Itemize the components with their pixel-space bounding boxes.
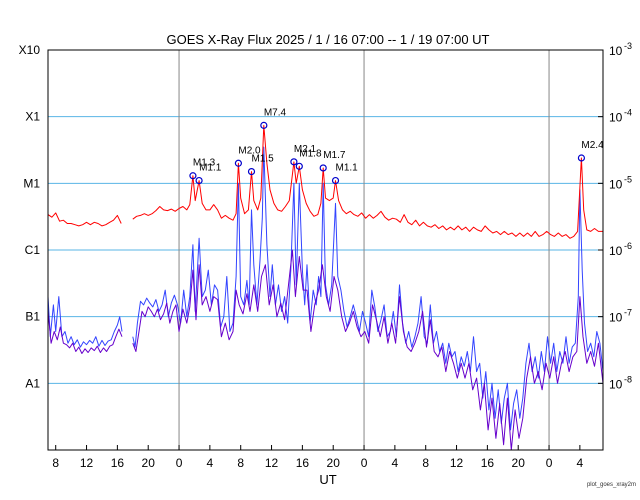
chart-title: GOES X-Ray Flux 2025 / 1 / 16 07:00 -- 1… [167, 32, 490, 47]
right-tick-label: 10 [609, 377, 623, 391]
x-tick-label: 20 [327, 456, 341, 470]
x-axis-ticks: 8 12 16 20 0 4 8 12 16 20 0 4 8 12 16 20 0 4 [52, 445, 584, 470]
class-label: X1 [25, 110, 40, 124]
credit-label: plot_goes_xray2m [587, 482, 636, 488]
right-tick-exponent: -8 [624, 374, 632, 384]
flare-label: M1.1 [336, 163, 359, 174]
flare-marker [290, 158, 298, 166]
x-tick-label: 8 [422, 456, 429, 470]
x-tick-label: 16 [111, 456, 125, 470]
flare-marker [260, 121, 268, 129]
flare-marker [189, 172, 197, 180]
series-short-corrected-line [48, 249, 603, 450]
right-axis-labels: 10-310-410-510-610-710-8 [598, 41, 632, 391]
x-tick-label: 0 [546, 456, 553, 470]
right-tick-exponent: -3 [624, 41, 632, 51]
right-tick-exponent: -7 [624, 308, 632, 318]
right-tick-exponent: -4 [624, 108, 632, 118]
x-tick-label: 12 [80, 456, 94, 470]
flare-label: M2.0 [238, 145, 261, 156]
x-tick-label: 0 [176, 456, 183, 470]
x-tick-label: 12 [265, 456, 279, 470]
x-axis-label: UT [319, 472, 336, 487]
x-tick-label: 16 [296, 456, 310, 470]
class-label: A1 [25, 376, 40, 390]
flare-markers: M1.3M1.1M2.0M1.5M7.4M2.1M1.8 M1.7M1.1M2.4 [189, 107, 604, 185]
class-label: X10 [19, 43, 41, 57]
flare-marker [319, 164, 327, 172]
x-tick-label: 0 [361, 456, 368, 470]
x-tick-label: 20 [142, 456, 156, 470]
flare-label: M1.3 [193, 158, 216, 169]
flare-marker [295, 162, 303, 170]
x-tick-label: 12 [450, 456, 464, 470]
series-short-line [48, 146, 603, 431]
flare-marker [234, 159, 242, 167]
flare-label: M1.5 [252, 154, 275, 165]
series-layer [48, 124, 603, 450]
class-labels: X10 X1 M1 C1 B1 A1 [19, 43, 41, 390]
flare-marker [195, 176, 203, 185]
right-tick-label: 10 [609, 177, 623, 191]
flare-label: M2.4 [581, 140, 604, 151]
flare-marker [331, 176, 340, 185]
x-tick-label: 16 [481, 456, 495, 470]
right-tick-exponent: -5 [624, 174, 632, 184]
right-tick-label: 10 [609, 44, 623, 58]
right-tick-label: 10 [609, 244, 623, 258]
class-label: C1 [25, 243, 41, 257]
flare-label: M2.1 [294, 144, 317, 155]
right-tick-label: 10 [609, 111, 623, 125]
x-tick-label: 4 [207, 456, 214, 470]
class-label: B1 [25, 310, 40, 324]
grid [48, 50, 603, 450]
x-tick-label: 4 [577, 456, 584, 470]
right-tick-label: 10 [609, 311, 623, 325]
flare-label: M1.7 [323, 150, 346, 161]
series-long-line [48, 124, 603, 239]
right-tick-exponent: -6 [624, 241, 632, 251]
flare-label: M7.4 [264, 107, 287, 118]
x-tick-label: 4 [392, 456, 399, 470]
x-tick-label: 8 [237, 456, 244, 470]
x-tick-label: 20 [512, 456, 526, 470]
flare-marker [247, 167, 256, 176]
flare-label: M1.1 [199, 163, 222, 174]
flare-label: M1.8 [299, 148, 322, 159]
x-tick-label: 8 [52, 456, 59, 470]
flare-marker [577, 154, 586, 162]
class-label: M1 [23, 176, 40, 190]
